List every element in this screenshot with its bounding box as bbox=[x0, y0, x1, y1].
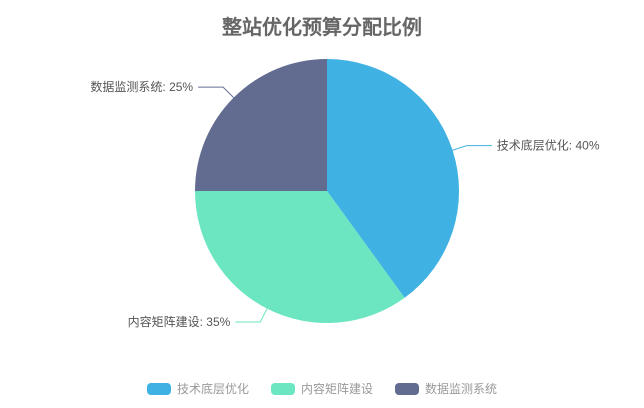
legend-item-data-monitoring[interactable]: 数据监测系统 bbox=[395, 382, 497, 396]
pie-slice-3[interactable] bbox=[195, 59, 327, 191]
legend-label-content-matrix: 内容矩阵建设 bbox=[300, 382, 373, 396]
chart-title: 整站优化预算分配比例 bbox=[222, 17, 422, 39]
legend: 技术底层优化 内容矩阵建设 数据监测系统 bbox=[0, 382, 644, 396]
pie-slice-2[interactable] bbox=[195, 191, 405, 324]
legend-marker-content-matrix bbox=[270, 383, 295, 395]
legend-marker-tech-optimization bbox=[146, 383, 171, 395]
legend-item-tech-optimization[interactable]: 技术底层优化 bbox=[146, 382, 249, 396]
legend-label-tech-optimization: 技术底层优化 bbox=[176, 382, 249, 396]
slice-label-3: 数据监测系统: 25% bbox=[90, 79, 193, 94]
label-line-2 bbox=[235, 308, 268, 323]
pie-slice-1[interactable] bbox=[327, 59, 460, 298]
slice-label-2: 内容矩阵建设: 35% bbox=[128, 314, 231, 329]
legend-item-content-matrix[interactable]: 内容矩阵建设 bbox=[270, 382, 373, 396]
legend-marker-data-monitoring bbox=[395, 383, 419, 395]
label-line-1 bbox=[452, 145, 492, 151]
slice-label-1: 技术底层优化: 40% bbox=[497, 138, 600, 153]
label-line-3 bbox=[198, 86, 235, 99]
legend-label-data-monitoring: 数据监测系统 bbox=[425, 382, 498, 396]
